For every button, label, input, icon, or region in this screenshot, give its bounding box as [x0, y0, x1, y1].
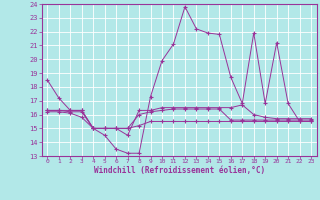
- X-axis label: Windchill (Refroidissement éolien,°C): Windchill (Refroidissement éolien,°C): [94, 166, 265, 175]
